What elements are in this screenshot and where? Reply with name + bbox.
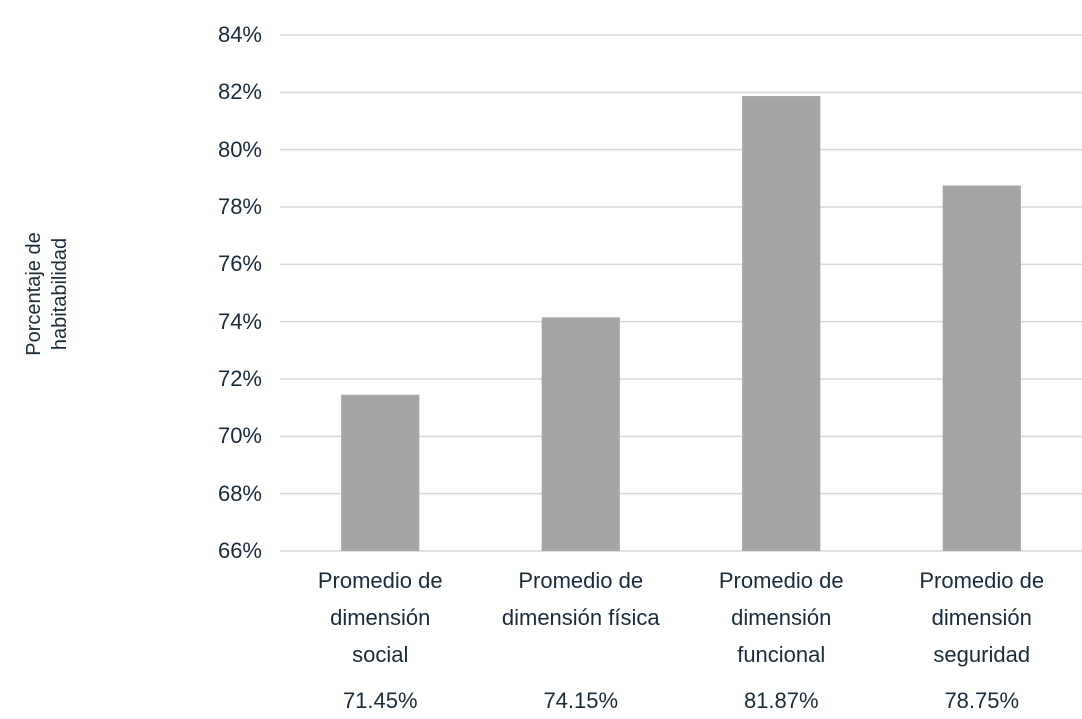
y-tick-label: 72% — [217, 366, 262, 391]
value-label: 78.75% — [944, 688, 1020, 713]
bar — [742, 96, 821, 551]
value-label: 81.87% — [743, 688, 819, 713]
bar — [942, 185, 1021, 551]
y-axis-title: Porcentaje de habitabilidad — [23, 232, 71, 356]
y-tick-label: 78% — [217, 194, 262, 219]
x-tick-label: Promedio de dimensión social — [317, 568, 443, 667]
value-label: 71.45% — [342, 688, 418, 713]
bar — [541, 317, 620, 551]
y-tick-label: 68% — [217, 480, 262, 506]
value-label: 74.15% — [543, 688, 619, 713]
x-tick-label: Promedio de dimensión funcional — [718, 568, 844, 667]
x-tick-label: Promedio de dimensión física — [501, 568, 660, 630]
bar — [341, 394, 420, 551]
y-tick-label: 76% — [217, 251, 262, 277]
y-tick-label: 70% — [217, 423, 262, 449]
y-tick-label: 80% — [217, 136, 262, 162]
y-tick-label: 82% — [217, 79, 262, 105]
y-tick-label: 74% — [217, 308, 262, 334]
y-tick-label: 84% — [217, 22, 262, 47]
y-tick-label: 66% — [217, 538, 262, 563]
x-tick-label: Promedio de dimensión seguridad — [919, 568, 1045, 667]
